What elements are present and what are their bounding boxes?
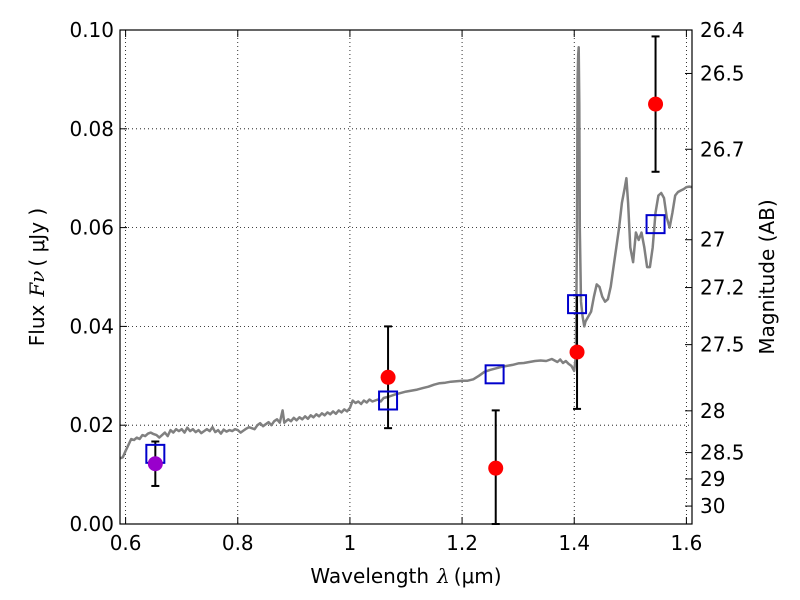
data-markers: [145, 96, 666, 476]
model-photometry-marker: [378, 390, 399, 411]
y-axis-label: FluxFν( μJy ): [25, 208, 49, 346]
y-tick-label: 0.06: [69, 216, 114, 240]
y2-axis-ticks: 26.4 26.5 26.7 27 27.2 27.5 28 28.529 30: [685, 18, 745, 518]
y-tick-label: 0.04: [69, 314, 114, 338]
y2-tick-label: 30: [700, 494, 725, 518]
x-tick-label: 1.2: [446, 531, 478, 555]
y2-tick-label: 28.5: [700, 441, 745, 465]
x-tick-label: 1.4: [558, 531, 590, 555]
model-spectrum: [119, 46, 693, 460]
observed-point: [569, 344, 585, 360]
y2-tick-label: 28: [700, 399, 725, 423]
y-axis-ticks: 0.00 0.02 0.04 0.06 0.08 0.10: [69, 18, 127, 536]
y2-axis-label: Magnitude (AB): [755, 199, 779, 354]
observed-point: [488, 460, 504, 476]
x-tick-label: 1: [344, 531, 357, 555]
model-photometry-marker: [484, 364, 505, 385]
observed-point: [648, 96, 664, 112]
spectrum-line: [119, 46, 693, 460]
model-photometry-marker: [645, 214, 666, 235]
observed-point-special: [147, 456, 163, 472]
y2-tick-label: 26.5: [700, 61, 745, 85]
y2-tick-label: 29: [700, 467, 725, 491]
y-tick-label: 0.02: [69, 413, 114, 437]
y2-tick-label: 27.5: [700, 333, 745, 357]
observed-point: [380, 369, 396, 385]
x-tick-label: 0.6: [110, 531, 142, 555]
y-tick-label: 0.08: [69, 117, 114, 141]
y-tick-label: 0.00: [69, 512, 114, 536]
x-axis-ticks: 0.6 0.8 1 1.2 1.4 1.6: [110, 30, 702, 555]
y2-tick-label: 27.2: [700, 276, 745, 300]
model-photometry-marker: [567, 294, 588, 315]
y2-tick-label: 26.7: [700, 137, 745, 161]
x-tick-label: 1.6: [670, 531, 702, 555]
plot-frame: [119, 29, 693, 525]
x-tick-label: 0.8: [222, 531, 254, 555]
y-tick-label: 0.10: [69, 18, 114, 42]
x-axis-label: Wavelength λ (μm): [310, 564, 501, 588]
y2-tick-label: 27: [700, 228, 725, 252]
y2-tick-label: 26.4: [700, 18, 745, 42]
